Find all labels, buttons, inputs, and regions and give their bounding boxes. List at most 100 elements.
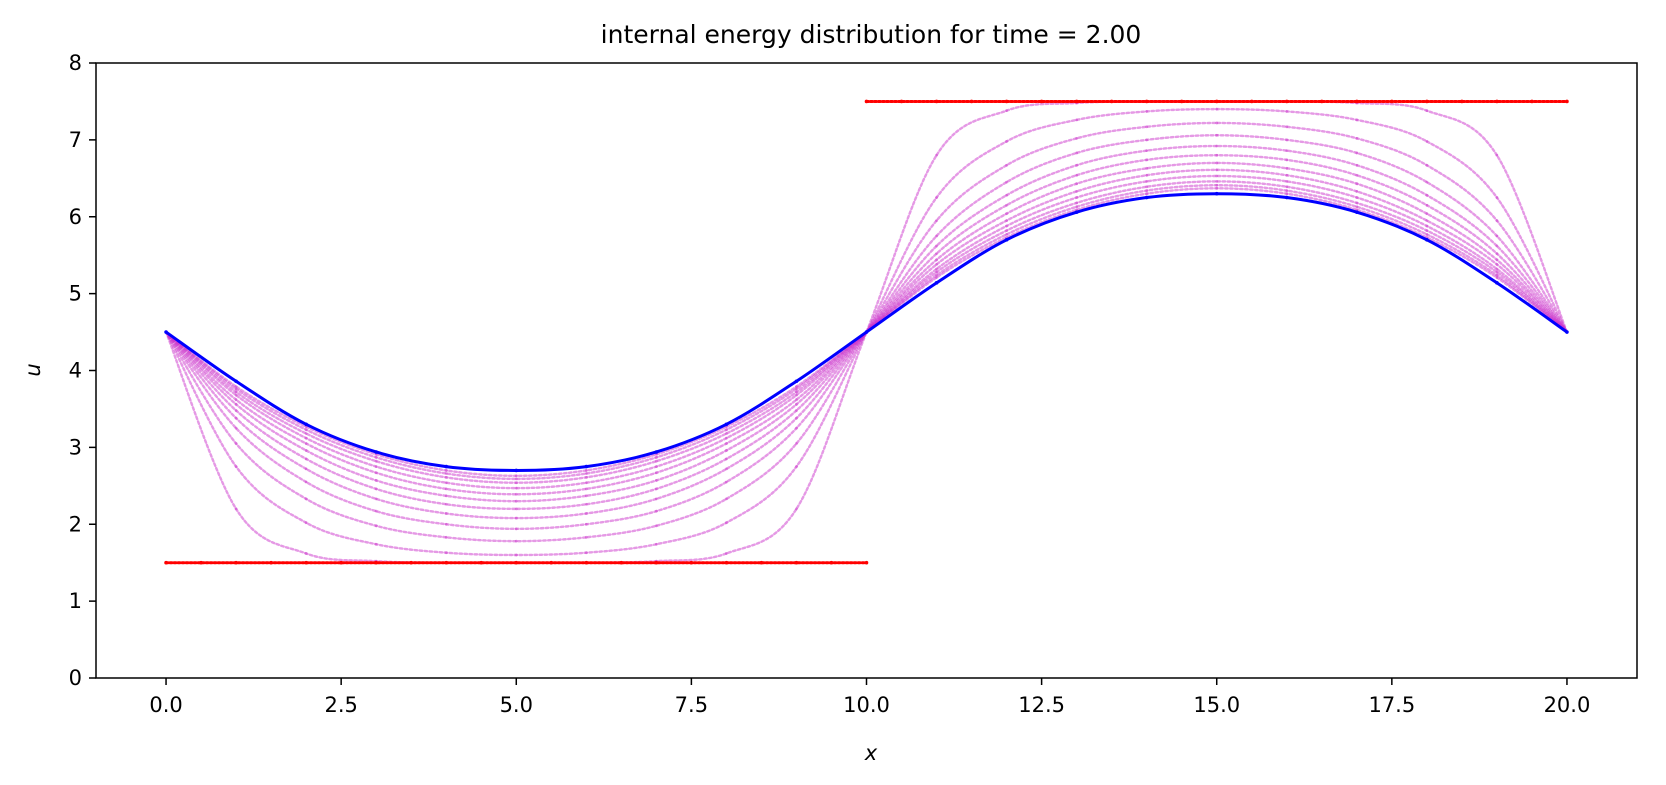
series-3-point-2	[304, 497, 308, 501]
series-8-point-3	[374, 471, 378, 475]
series-13-point-17	[1355, 210, 1359, 214]
series-5-point-17	[1355, 163, 1359, 167]
series-10-point-12	[1005, 229, 1008, 232]
series-5-point-14	[1145, 149, 1149, 153]
series-11-point-17	[1355, 205, 1359, 209]
series-6-point-5	[514, 507, 518, 511]
series-3-point-17	[1355, 136, 1359, 140]
series-3-point-13	[1075, 136, 1079, 140]
series-8-point-1	[234, 398, 238, 402]
series-9-point-2	[304, 436, 308, 440]
series-6-point-17	[1355, 173, 1359, 177]
series-6-point-12	[1005, 203, 1008, 207]
series-6-point-2	[304, 457, 308, 461]
series-0-point-32	[1249, 99, 1254, 104]
series-3-point-9	[795, 442, 798, 445]
series-0-point-14	[654, 560, 659, 565]
series-0-point-9	[479, 560, 484, 565]
series-2-point-8	[725, 521, 728, 525]
series-9-point-14	[1145, 179, 1149, 183]
series-5-point-1	[234, 416, 238, 420]
series-13-point-5	[514, 468, 519, 473]
series-6-point-15	[1215, 153, 1219, 157]
series-9-point-18	[1425, 224, 1429, 228]
y-tick-label-5: 5	[69, 282, 82, 306]
series-6-point-18	[1425, 203, 1429, 207]
series-5-point-15	[1215, 144, 1219, 148]
series-5-point-19	[1495, 244, 1499, 248]
series-11-point-15	[1215, 183, 1219, 187]
series-10-point-4	[444, 475, 448, 479]
y-tick-label-7: 7	[69, 128, 82, 152]
series-13-point-4	[444, 464, 449, 469]
series-7-point-11	[935, 258, 938, 262]
series-4-point-14	[1145, 138, 1149, 142]
x-tick-label-2: 5.0	[500, 693, 533, 717]
series-5-point-13	[1075, 163, 1079, 167]
series-0-point-30	[1179, 99, 1184, 104]
series-8-point-17	[1355, 189, 1359, 193]
y-tick-label-1: 1	[69, 589, 82, 613]
y-tick-label-8: 8	[69, 51, 82, 75]
series-0-point-11	[549, 560, 554, 565]
series-2-point-9	[795, 465, 798, 468]
series-13-point-7	[654, 450, 659, 454]
series-3-point-14	[1145, 125, 1149, 129]
series-0-point-18	[794, 560, 799, 565]
series-3-point-19	[1495, 219, 1499, 222]
y-tick-label-6: 6	[69, 205, 82, 229]
x-tick-label-1: 2.5	[324, 693, 357, 717]
series-4-point-19	[1495, 234, 1499, 238]
series-3-point-8	[725, 497, 728, 501]
series-7-point-12	[1005, 212, 1008, 216]
series-0-point-20	[864, 560, 869, 565]
series-4-point-3	[374, 509, 378, 513]
y-axis-label: u	[21, 363, 45, 376]
series-7-point-2	[304, 449, 308, 452]
series-3-point-3	[374, 524, 378, 528]
series-0-point-5	[339, 560, 343, 565]
series-7-point-1	[234, 402, 238, 406]
y-tick-label-4: 4	[69, 359, 82, 383]
series-3-point-7	[654, 524, 658, 528]
series-0-point-21	[864, 99, 869, 104]
series-7-point-19	[1495, 258, 1499, 262]
series-7-point-9	[795, 402, 798, 406]
series-13-point-0	[164, 330, 168, 334]
series-10-point-6	[584, 475, 588, 479]
series-2-point-2	[304, 521, 308, 525]
series-10-point-3	[374, 459, 378, 463]
series-2-point-19	[1495, 196, 1499, 199]
series-4-point-13	[1075, 151, 1079, 155]
series-9-point-4	[444, 481, 448, 485]
x-tick-label-6: 15.0	[1193, 693, 1240, 717]
series-3-point-11	[935, 219, 938, 222]
series-10-point-15	[1215, 179, 1219, 183]
series-9-point-9	[795, 393, 798, 397]
series-3-point-12	[1005, 163, 1008, 167]
series-8-point-4	[444, 487, 448, 491]
series-13-point-2	[304, 422, 308, 427]
series-10-point-2	[304, 432, 308, 435]
series-9-point-12	[1005, 224, 1008, 228]
series-6-point-14	[1145, 158, 1149, 162]
series-8-point-14	[1145, 173, 1149, 177]
series-10-point-19	[1495, 270, 1499, 274]
series-9-point-5	[514, 486, 518, 490]
series-6-point-13	[1075, 173, 1079, 177]
series-12-point-16	[1285, 192, 1289, 196]
x-tick-label-8: 20.0	[1544, 693, 1591, 717]
series-11-point-6	[584, 472, 588, 475]
series-6-point-3	[374, 487, 378, 491]
series-0-point-41	[1565, 99, 1569, 104]
series-4-point-8	[725, 480, 728, 484]
series-0-point-36	[1390, 99, 1394, 104]
series-0-point-10	[514, 560, 519, 565]
series-1-point-8	[725, 552, 728, 555]
series-13-point-11	[934, 281, 939, 285]
series-4-point-11	[935, 234, 938, 238]
series-12-point-9	[795, 385, 798, 389]
x-axis-label: x	[864, 741, 878, 765]
series-4-point-7	[654, 509, 658, 513]
series-2-point-14	[1145, 110, 1149, 113]
